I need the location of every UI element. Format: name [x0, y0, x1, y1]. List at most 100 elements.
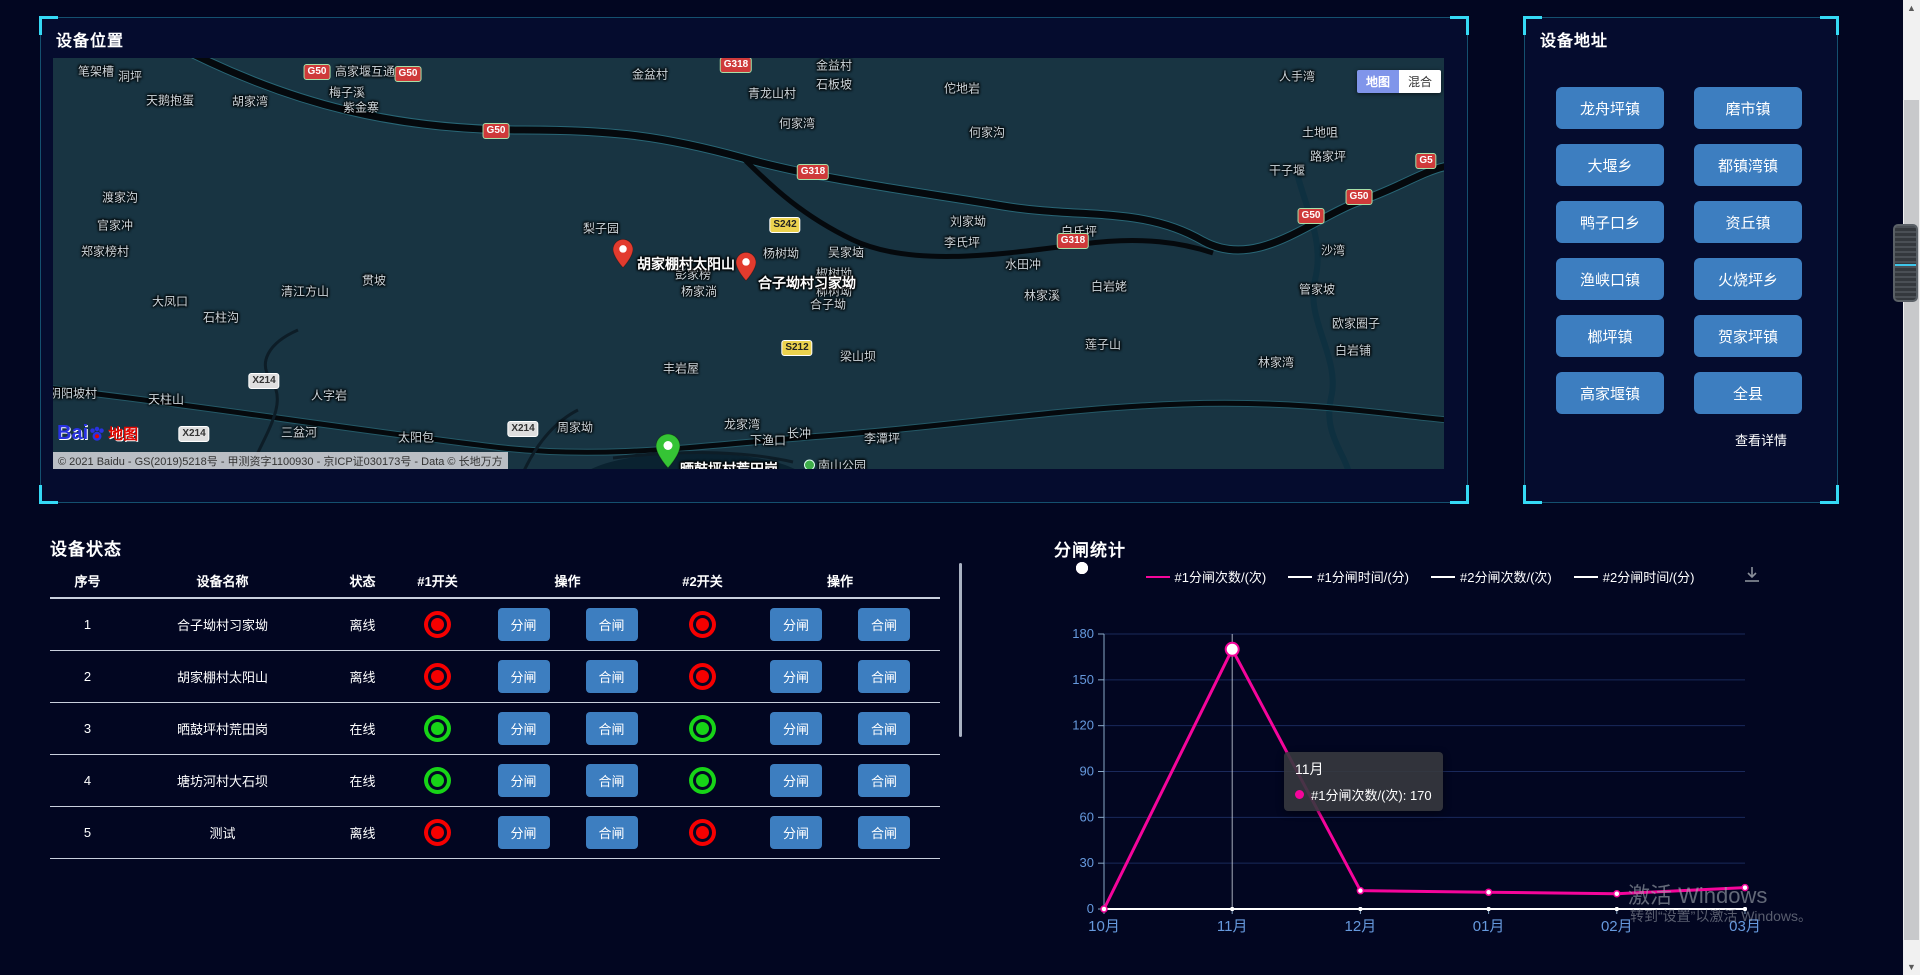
address-button-8[interactable]: 火烧坪乡 [1694, 258, 1802, 300]
baidu-logo-text: Bai [57, 422, 89, 444]
map-place-label: 杨树坳 [762, 246, 800, 261]
map-marker-pin[interactable] [735, 251, 757, 286]
open-switch2-button[interactable]: 分闸 [770, 712, 822, 745]
switch1-cell [405, 826, 470, 839]
scroll-up-icon[interactable]: ▲ [1907, 3, 1916, 13]
address-button-3[interactable]: 大堰乡 [1556, 144, 1664, 186]
map-marker-pin[interactable] [612, 238, 634, 273]
road-shield: X214 [248, 373, 280, 389]
svg-text:11月: 11月 [1217, 918, 1248, 935]
legend-item-1[interactable]: #1分闸次数/(次) [1076, 562, 1266, 586]
open-switch2-button[interactable]: 分闸 [770, 660, 822, 693]
table-scrollbar[interactable] [959, 563, 962, 737]
map-place-label: 渡家沟 [101, 190, 139, 205]
map-place-label: 土地咀 [1301, 125, 1339, 140]
row-seq: 3 [83, 721, 92, 736]
map-place-label: 长冲 [786, 426, 812, 441]
download-icon[interactable] [1742, 565, 1762, 585]
address-button-5[interactable]: 鸭子口乡 [1556, 201, 1664, 243]
close-switch1-button[interactable]: 合闸 [585, 764, 638, 797]
switch2-cell [665, 774, 740, 787]
open-switch1-button[interactable]: 分闸 [497, 712, 550, 745]
baidu-logo: Bai 地图 [57, 422, 138, 445]
column-header: 状态 [349, 573, 376, 589]
address-button-9[interactable]: 榔坪镇 [1556, 315, 1664, 357]
page-scrollbar[interactable]: ▲ ▼ [1903, 0, 1920, 975]
svg-text:180: 180 [1072, 626, 1094, 641]
map-place-label: 刘家坳 [949, 214, 987, 229]
address-button-4[interactable]: 都镇湾镇 [1694, 144, 1802, 186]
address-button-7[interactable]: 渔峡口镇 [1556, 258, 1664, 300]
scroll-handle-widget[interactable] [1893, 224, 1918, 302]
close-switch2-button[interactable]: 合闸 [858, 712, 910, 745]
address-button-12[interactable]: 全县 [1694, 372, 1802, 414]
corner-bracket [39, 485, 58, 504]
address-button-grid: 龙舟坪镇 磨市镇 大堰乡 都镇湾镇 鸭子口乡 资丘镇 渔峡口镇 火烧坪乡 榔坪镇 贺家坪镇 高家堰镇… [1556, 87, 1802, 414]
legend-item-3[interactable]: #2分闸次数/(次) [1076, 562, 1552, 586]
switch2-ops: 分闸 合闸 [740, 660, 940, 693]
close-switch1-button[interactable]: 合闸 [585, 816, 638, 849]
address-button-11[interactable]: 高家堰镇 [1556, 372, 1664, 414]
road-shield: G50 [1345, 189, 1373, 205]
map-marker-pin[interactable] [655, 433, 681, 469]
device-name: 塘坊河村大石坝 [176, 774, 268, 789]
road-shield: G50 [1297, 208, 1325, 224]
open-switch2-button[interactable]: 分闸 [770, 764, 822, 797]
map-mode-button[interactable]: 地图 [1357, 70, 1400, 93]
road-shield: G5 [1415, 153, 1437, 169]
trip-stats-chart: 0 30 60 90 120 150 180 10月 11月 12月 01月 02月 03月 [1072, 626, 1760, 935]
svg-text:0: 0 [1087, 901, 1094, 916]
close-switch1-button[interactable]: 合闸 [585, 608, 638, 641]
open-switch1-button[interactable]: 分闸 [497, 816, 550, 849]
map-type-toggle: 地图 混合 [1357, 70, 1442, 93]
switch1-ops: 分闸 合闸 [470, 712, 665, 745]
address-button-2[interactable]: 磨市镇 [1694, 87, 1802, 129]
open-switch2-button[interactable]: 分闸 [770, 608, 822, 641]
map-place-label: 李氏坪 [943, 235, 981, 250]
address-button-6[interactable]: 资丘镇 [1694, 201, 1802, 243]
map-place-label: 水田冲 [1004, 257, 1042, 272]
svg-text:150: 150 [1072, 672, 1094, 687]
corner-bracket [1820, 16, 1839, 35]
map-place-label: 太阳包 [397, 430, 435, 445]
legend-dot-icon [1076, 562, 1088, 574]
close-switch1-button[interactable]: 合闸 [585, 660, 638, 693]
close-switch1-button[interactable]: 合闸 [585, 712, 638, 745]
map-place-label: 石柱沟 [202, 310, 240, 325]
open-switch1-button[interactable]: 分闸 [497, 608, 550, 641]
close-switch2-button[interactable]: 合闸 [858, 608, 910, 641]
close-switch2-button[interactable]: 合闸 [858, 764, 910, 797]
close-switch2-button[interactable]: 合闸 [858, 816, 910, 849]
column-header: #1开关 [417, 573, 458, 589]
open-switch1-button[interactable]: 分闸 [497, 660, 550, 693]
switch1-ops: 分闸 合闸 [470, 764, 665, 797]
map-place-label: 何家湾 [778, 116, 816, 131]
switch1-cell [405, 722, 470, 735]
scrollbar-thumb[interactable] [1904, 100, 1919, 940]
corner-bracket [1523, 16, 1542, 35]
address-button-1[interactable]: 龙舟坪镇 [1556, 87, 1664, 129]
address-button-10[interactable]: 贺家坪镇 [1694, 315, 1802, 357]
map-place-label: 合子坳 [809, 297, 847, 312]
open-switch1-button[interactable]: 分闸 [497, 764, 550, 797]
hybrid-mode-button[interactable]: 混合 [1399, 70, 1442, 93]
map-place-label: 干子堰 [1268, 163, 1306, 178]
legend-item-2[interactable]: #1分闸时间/(分) [1076, 562, 1409, 586]
table-row: 3 晒鼓坪村荒田岗 在线 分闸 合闸 分闸 合闸 [50, 703, 940, 755]
view-details-link[interactable]: 查看详情 [1735, 433, 1788, 448]
legend-item-4[interactable]: #2分闸时间/(分) [1076, 562, 1694, 586]
switch1-cell [405, 774, 470, 787]
map-place-label: 洞坪 [117, 69, 143, 84]
map-place-label: 周家坳 [556, 420, 594, 435]
baidu-map[interactable]: 笔架槽 洞坪 天鹅抱蛋 胡家湾 高家堰互通 梅子溪 紫金寨 金盆村 青龙山村 金益村 石板坡 佗地岩人… [53, 58, 1444, 469]
switch1-ops: 分闸 合闸 [470, 608, 665, 641]
scroll-down-icon[interactable]: ▼ [1907, 962, 1916, 972]
map-place-label: 人手湾 [1278, 69, 1316, 84]
windows-activation-watermark: 激活 Windows [1628, 883, 1768, 908]
svg-text:60: 60 [1080, 809, 1094, 824]
map-place-label: 柳树坳 [815, 284, 853, 299]
close-switch2-button[interactable]: 合闸 [858, 660, 910, 693]
open-switch2-button[interactable]: 分闸 [770, 816, 822, 849]
device-location-title: 设备位置 [56, 33, 125, 50]
switch1-indicator [431, 618, 444, 631]
